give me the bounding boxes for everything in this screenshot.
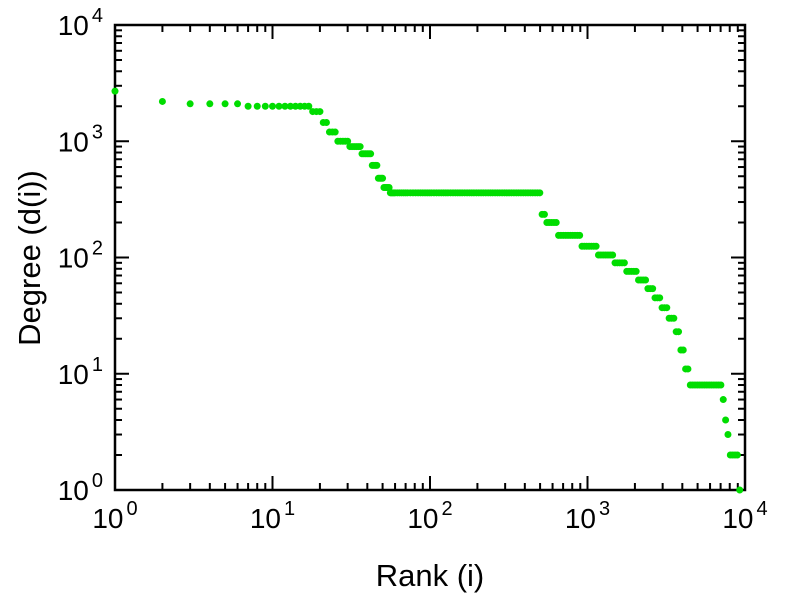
data-point [649,285,657,293]
data-point [356,143,364,151]
y-tick-label: 10 2 [58,238,103,274]
data-point [234,100,242,108]
data-point [736,486,744,494]
x-tick-label: 10 3 [565,498,610,534]
data-point [269,102,276,110]
data-point [719,396,727,404]
data-point [111,87,119,95]
data-point [206,100,214,108]
axis-tick-labels: 10 0 10 1 10 2 10 3 10 4 10 0 10 1 10 2 10 3 10 4 [58,5,768,534]
x-tick-label: 10 1 [250,498,295,534]
data-point [552,219,560,227]
data-point [344,137,352,145]
x-tick-label: 10 0 [92,498,137,534]
y-axis-label: Degree (d(i)) [12,170,47,346]
data-point [679,346,687,354]
data-point [186,100,194,108]
data-point [536,189,544,197]
data-point [367,150,375,158]
data-point [331,128,339,136]
data-point [620,259,628,267]
data-point [286,102,294,110]
y-tick-label: 10 0 [58,470,103,506]
data-point [305,102,313,110]
data-point [540,210,548,218]
x-tick-label: 10 2 [407,498,452,534]
data-point [275,102,283,110]
plot-frame [113,23,747,492]
y-tick-label: 10 1 [58,354,103,390]
data-point [642,276,650,284]
data-point [724,431,732,439]
data-point [632,267,640,275]
data-point [373,161,381,169]
data-point [576,231,584,239]
data-point [663,304,671,312]
data-point [656,294,664,302]
data-point [684,365,692,373]
data-point [670,314,678,322]
data-point [221,100,229,108]
data-point [722,416,730,424]
data-point [592,242,600,250]
data-point [281,102,289,110]
data-point [158,97,166,105]
data-point [733,451,741,459]
data-point [717,381,725,389]
data-point [609,251,617,259]
x-axis-label: Rank (i) [376,558,485,593]
y-tick-label: 10 4 [58,5,103,41]
data-point [379,174,387,182]
data-point [261,102,269,110]
data-point [253,102,261,110]
data-point [675,328,683,336]
data-point [244,102,252,110]
data-points [111,87,744,494]
y-tick-label: 10 3 [58,121,103,157]
data-point [385,184,393,192]
axis-ticks [114,24,746,491]
x-tick-label: 10 4 [722,498,767,534]
data-point [322,118,330,126]
data-point [316,108,324,116]
